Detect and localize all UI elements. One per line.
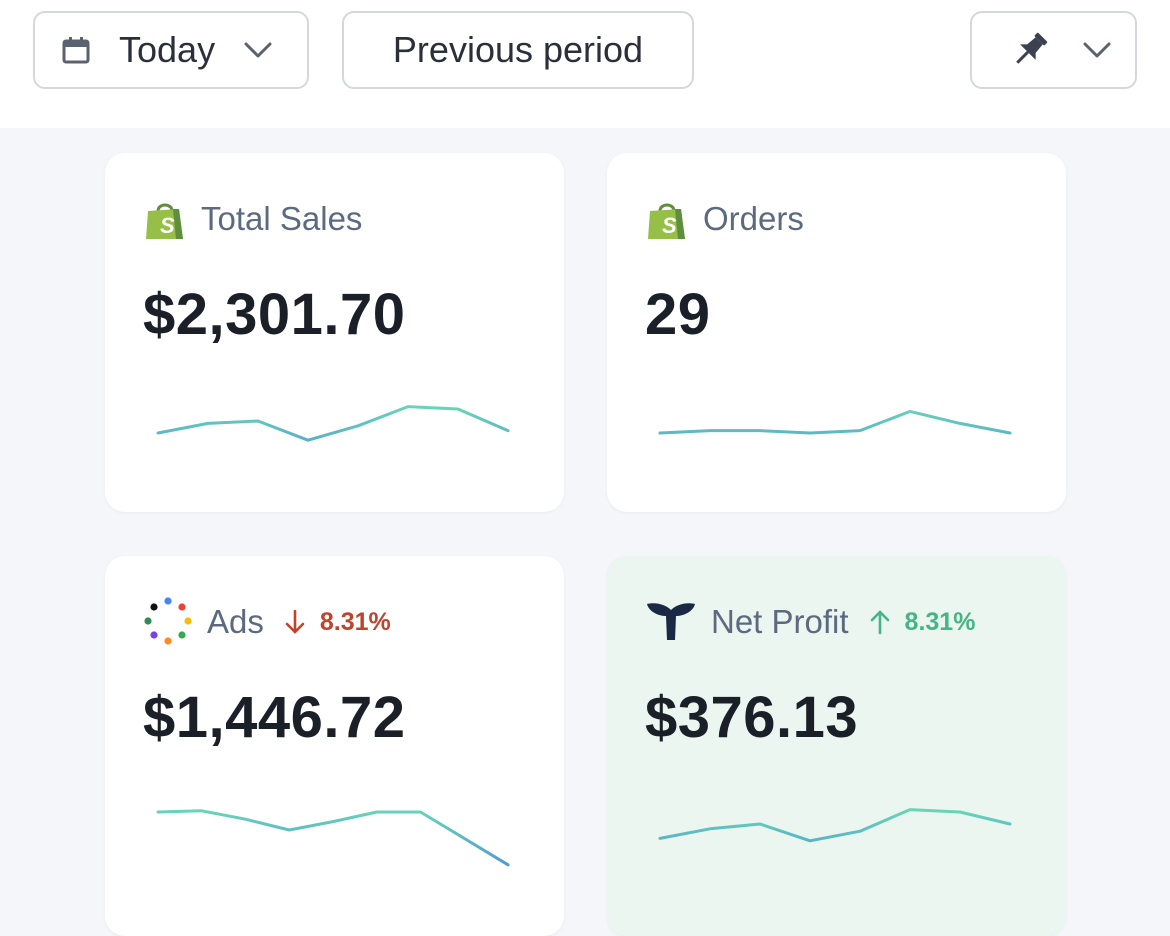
metric-value: $1,446.72 [143,685,406,750]
pin-icon [1008,28,1052,72]
sparkline-path [156,809,510,867]
metric-card-orders[interactable]: S Orders 29 [607,153,1066,512]
pin-dropdown[interactable] [970,11,1137,89]
triple-whale-icon [645,600,697,644]
delta-badge: 8.31% [284,608,391,637]
metric-card-net-profit[interactable]: Net Profit 8.31% $376.13 [607,556,1066,936]
delta-value: 8.31% [319,607,391,636]
toolbar: Today Previous period [0,0,1170,128]
card-header: Net Profit 8.31% [645,598,975,646]
svg-text:S: S [160,213,175,238]
delta-value: 8.31% [904,607,976,636]
card-title: Total Sales [201,200,363,237]
metric-card-total-sales[interactable]: S Total Sales $2,301.70 [105,153,564,512]
metric-value: $376.13 [645,685,859,750]
delta-badge: 8.31% [869,607,976,637]
card-header: Ads 8.31% [143,597,391,647]
shopify-bag-icon: S [645,197,689,241]
metric-card-ads[interactable]: Ads 8.31% $1,446.72 [105,556,564,936]
card-title: Net Profit [711,603,849,640]
multicolor-dots-icon [143,597,193,647]
metric-value: $2,301.70 [143,282,406,347]
metric-value: 29 [645,282,711,347]
chevron-down-icon [243,40,273,60]
sparkline [658,808,1012,843]
sparkline-path [658,409,1012,435]
shopify-bag-icon: S [143,197,187,241]
sparkline [658,409,1012,435]
arrow-up-icon [869,609,891,635]
sparkline [156,405,510,442]
card-title: Orders [703,200,804,237]
date-range-label: Today [119,29,216,70]
card-title: Ads [207,603,264,640]
svg-text:S: S [662,213,677,238]
arrow-down-icon [284,609,306,635]
sparkline-path [156,405,510,442]
card-header: S Orders [645,195,804,243]
sparkline [156,809,510,867]
sparkline-path [658,808,1012,843]
compare-period-button[interactable]: Previous period [342,11,694,89]
chevron-down-icon [1082,40,1112,60]
calendar-icon [61,35,91,65]
card-header: S Total Sales [143,195,362,243]
compare-period-label: Previous period [392,29,644,70]
date-range-dropdown[interactable]: Today [33,11,309,89]
